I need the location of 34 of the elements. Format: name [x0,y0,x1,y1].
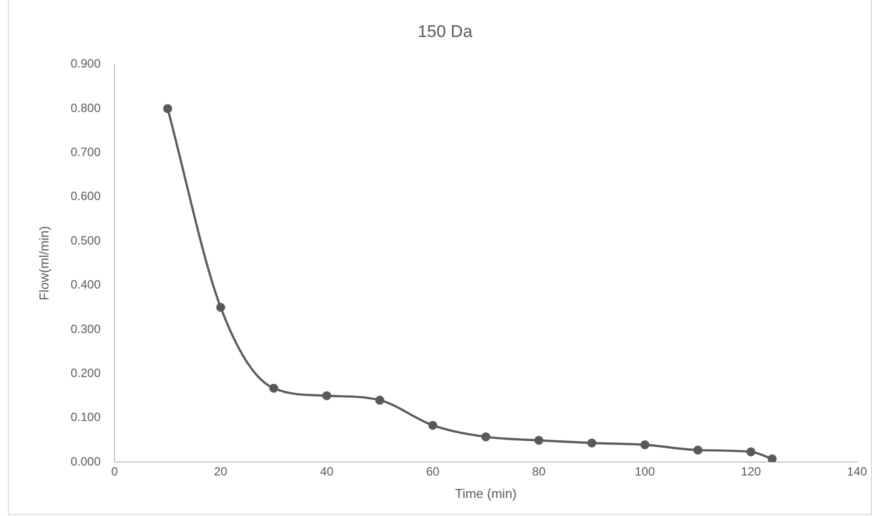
point [640,440,650,450]
point [693,446,702,455]
y-tick-label: 0.000 [70,454,101,468]
y-tick-label: 0.800 [70,100,101,115]
x-tick-label: 20 [214,464,228,479]
y-tick-label: 0.900 [70,56,101,71]
y-tick-label: 0.600 [70,189,101,204]
x-tick-label: 40 [320,464,334,479]
y-tick-label: 0.400 [70,278,101,292]
y-tick-label: 0.700 [70,145,101,160]
point [768,454,777,462]
y-tick-label: 0.200 [70,366,101,380]
point [746,447,756,456]
y-tick-label: 0.500 [70,233,101,248]
point [375,396,384,405]
x-tick-label: 100 [634,464,656,479]
point [534,436,544,445]
x-tick-label: 140 [846,464,868,479]
point [428,420,438,430]
point [587,438,596,448]
x-tick-label: 80 [532,464,546,479]
y-tick-label: 0.300 [70,322,101,336]
point [322,391,332,400]
point [163,104,172,114]
y-axis-title: Flow(ml/min) [36,226,52,300]
x-tick-label: 0 [111,464,118,479]
point [269,384,278,393]
chart-title: 150 Da [418,22,473,41]
x-tick-label: 120 [740,464,762,479]
point [481,432,490,442]
x-axis-title: Time (min) [455,486,517,501]
y-tick-label: 0.100 [70,410,101,424]
x-tick-label: 60 [426,464,440,479]
point [216,302,226,312]
